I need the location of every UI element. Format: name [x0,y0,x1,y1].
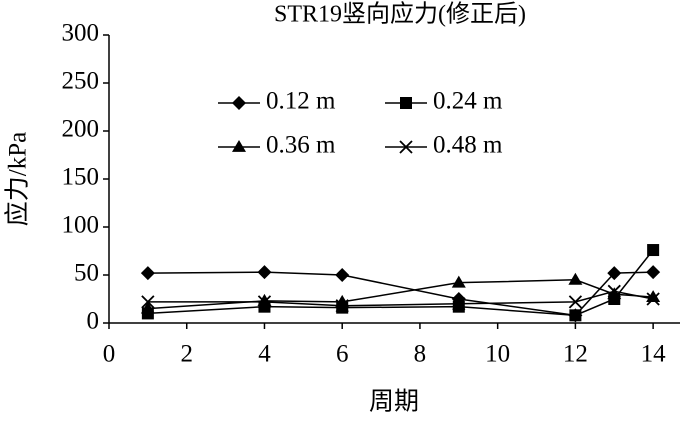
marker [647,244,660,257]
marker [607,266,622,281]
y-tick-label: 50 [74,260,99,287]
marker [607,284,621,298]
marker [335,294,350,307]
marker [568,295,583,309]
x-tick-label: 0 [103,341,116,368]
x-tick-label: 12 [563,341,588,368]
x-tick-label: 2 [180,341,193,368]
x-axis-label: 周期 [369,389,419,416]
chart-title: STR19竖向应力(修正后) [274,1,526,28]
legend-label: 0.12 m [266,88,336,115]
marker [257,295,272,309]
marker [335,268,350,282]
marker [399,140,413,154]
marker [607,287,622,300]
y-tick-label: 0 [87,308,100,335]
x-tick-label: 8 [414,341,427,368]
marker [646,265,661,280]
marker [400,97,412,109]
y-tick-label: 200 [62,116,100,143]
marker [451,275,466,288]
marker [646,292,660,306]
y-tick-label: 150 [62,164,100,191]
y-tick-label: 100 [62,212,100,239]
y-tick-label: 250 [62,68,100,95]
x-tick-label: 6 [336,341,349,368]
legend-label: 0.48 m [433,132,503,159]
marker [257,265,272,280]
marker [568,272,583,285]
x-tick-label: 10 [485,341,510,368]
legend-label: 0.24 m [433,88,503,115]
legend-label: 0.36 m [266,132,336,159]
marker [569,309,582,322]
marker [335,299,349,313]
x-tick-label: 14 [641,341,667,368]
marker [141,295,155,309]
x-tick-label: 4 [258,341,271,368]
marker [140,266,155,281]
y-tick-label: 300 [62,20,100,47]
marker [452,300,465,313]
y-axis-label: 应力/kPa [4,132,32,226]
marker [232,140,246,152]
marker [452,297,466,311]
marker [232,96,246,110]
marker [140,301,155,314]
marker [257,293,272,306]
